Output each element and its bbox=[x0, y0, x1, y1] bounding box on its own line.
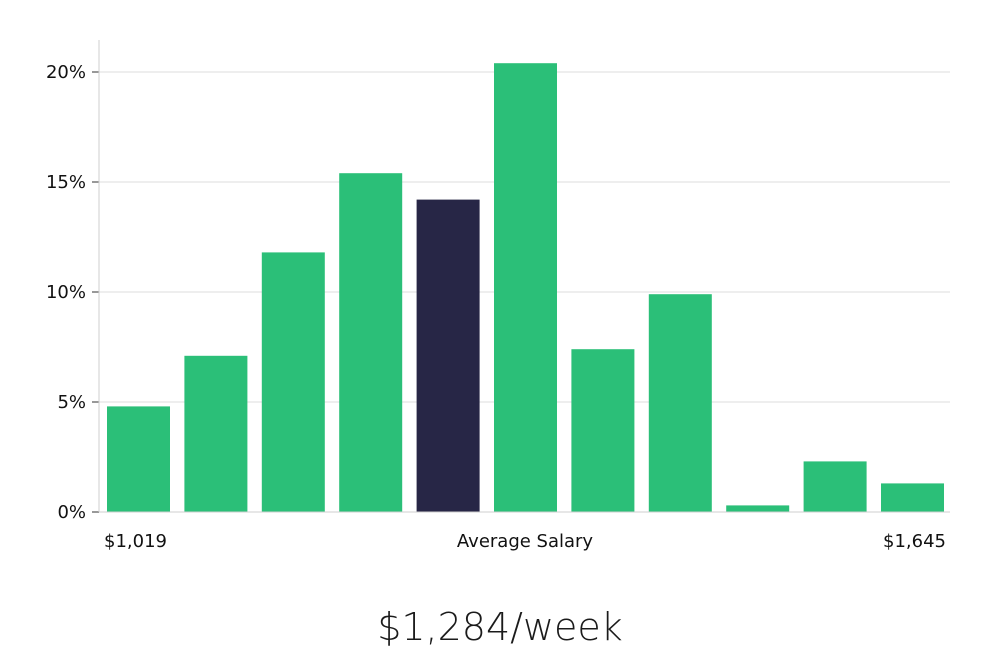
y-tick-label: 0% bbox=[57, 502, 86, 523]
y-axis-ticks: 0% 5% 10% 15% 20% bbox=[46, 62, 99, 523]
bar bbox=[571, 349, 635, 512]
bar bbox=[648, 294, 712, 512]
bar bbox=[803, 461, 867, 512]
x-label-center: Average Salary bbox=[457, 531, 594, 552]
y-tick-label: 5% bbox=[57, 392, 86, 413]
bar bbox=[261, 252, 325, 512]
y-tick-label: 20% bbox=[46, 62, 86, 83]
salary-histogram: 0% 5% 10% 15% 20% $1,019 Average Salary $1,6… bbox=[46, 40, 950, 552]
bar bbox=[107, 406, 170, 512]
x-label-min: $1,019 bbox=[104, 531, 167, 552]
x-label-max: $1,645 bbox=[883, 531, 946, 552]
bar-average-highlight bbox=[416, 199, 480, 512]
bar bbox=[184, 355, 248, 512]
bars bbox=[107, 63, 944, 512]
y-tick-label: 10% bbox=[46, 282, 86, 303]
bar bbox=[726, 505, 790, 512]
average-salary-value: $1,284/week bbox=[377, 605, 623, 649]
bar bbox=[494, 63, 557, 512]
y-tick-label: 15% bbox=[46, 172, 86, 193]
bar bbox=[339, 173, 403, 512]
bar bbox=[881, 483, 944, 512]
